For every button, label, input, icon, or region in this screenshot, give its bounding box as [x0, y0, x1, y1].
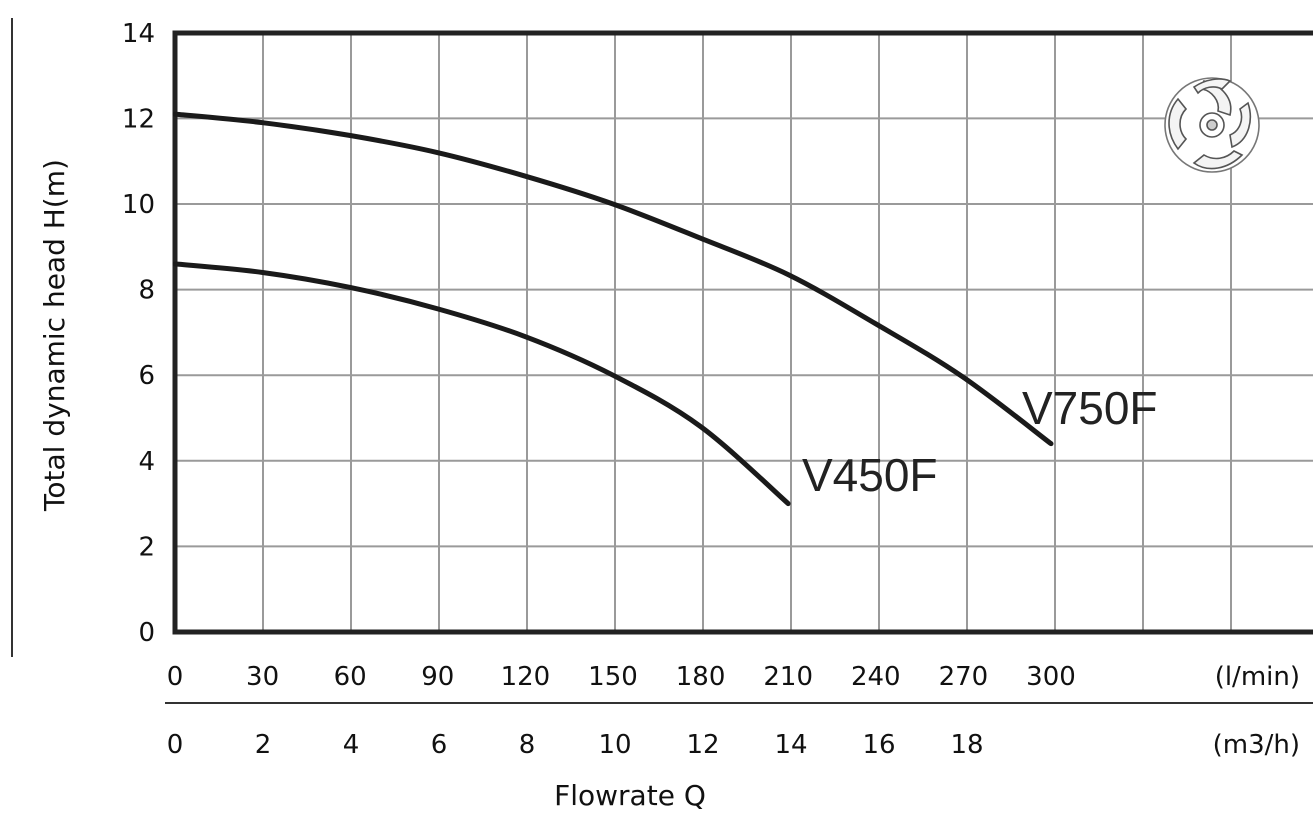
impeller-icon [1164, 77, 1260, 173]
x-tick-label-lmin: 180 [676, 662, 726, 692]
x-tick-labels-lmin: 0 30 60 90 120 150 180 210 240 270 300 [167, 662, 1076, 692]
y-tick-label: 6 [138, 361, 155, 391]
x-tick-label-m3h: 12 [686, 730, 719, 760]
x-unit-lmin: (l/min) [1215, 662, 1300, 692]
y-tick-label: 14 [122, 19, 155, 49]
y-tick-label: 12 [122, 104, 155, 134]
series-line-v450f [172, 261, 791, 507]
x-tick-label-m3h: 14 [774, 730, 807, 760]
x-tick-labels-m3h: 0 2 4 6 8 10 12 14 16 18 [167, 730, 984, 760]
x-tick-label-m3h: 6 [431, 730, 448, 760]
y-axis-title: Total dynamic head H(m) [38, 159, 71, 512]
x-tick-label-lmin: 270 [939, 662, 989, 692]
series-curves [172, 111, 1054, 507]
plot-frame [172, 30, 1313, 635]
y-tick-label: 10 [122, 190, 155, 220]
x-tick-label-m3h: 8 [519, 730, 536, 760]
y-tick-label: 2 [138, 532, 155, 562]
series-label-v450f: V450F [802, 449, 938, 501]
y-tick-labels: 0 2 4 6 8 10 12 14 [122, 19, 155, 648]
series-label-v750f: V750F [1022, 382, 1158, 434]
x-tick-label-lmin: 300 [1026, 662, 1076, 692]
x-tick-label-lmin: 30 [246, 662, 279, 692]
y-tick-label: 0 [138, 618, 155, 648]
y-tick-label: 4 [138, 447, 155, 477]
x-axis-title: Flowrate Q [554, 779, 706, 812]
x-tick-label-m3h: 2 [255, 730, 272, 760]
x-tick-label-m3h: 10 [598, 730, 631, 760]
x-tick-label-lmin: 240 [851, 662, 901, 692]
x-tick-label-m3h: 4 [343, 730, 360, 760]
x-tick-label-lmin: 0 [167, 662, 184, 692]
x-unit-m3h: (m3/h) [1213, 730, 1300, 760]
x-tick-label-lmin: 120 [501, 662, 551, 692]
x-tick-label-lmin: 60 [334, 662, 367, 692]
x-tick-label-m3h: 16 [862, 730, 895, 760]
y-tick-label: 8 [138, 276, 155, 306]
x-tick-label-m3h: 18 [950, 730, 983, 760]
series-line-v750f [172, 111, 1054, 447]
x-tick-label-lmin: 210 [763, 662, 813, 692]
x-tick-label-lmin: 90 [421, 662, 454, 692]
x-tick-label-m3h: 0 [167, 730, 184, 760]
x-tick-label-lmin: 150 [588, 662, 638, 692]
grid [175, 33, 1313, 632]
